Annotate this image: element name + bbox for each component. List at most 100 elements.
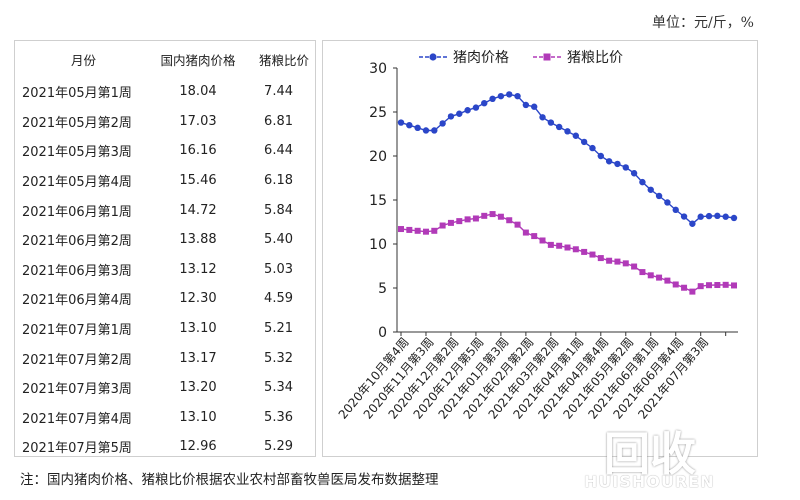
y-tick-label: 20 (369, 149, 387, 165)
table-row: 2021年05月第2周 17.03 6.81 (15, 107, 315, 137)
cell-period: 2021年06月第3周 (22, 263, 132, 279)
cell-hog-grain-ratio: 7.44 (264, 84, 293, 100)
series-point-1 (664, 277, 671, 284)
cell-pork-price: 12.30 (179, 291, 217, 307)
series-point-0 (597, 152, 604, 160)
cell-period: 2021年05月第4周 (22, 175, 132, 191)
table-row: 2021年05月第4周 15.46 6.18 (15, 166, 315, 196)
table-row: 2021年06月第2周 13.88 5.40 (15, 225, 315, 255)
header-hog-grain-ratio: 猪粮比价 (258, 52, 309, 68)
series-point-1 (622, 260, 629, 267)
y-tick-label: 15 (369, 193, 387, 209)
series-point-1 (689, 288, 696, 295)
series-point-1 (439, 222, 446, 229)
chart-svg: 0510152025302020年10月第4周2020年11月第3周2020年1… (336, 50, 738, 422)
cell-hog-grain-ratio: 6.81 (264, 113, 293, 129)
series-point-0 (522, 101, 530, 109)
series-point-1 (672, 281, 679, 288)
line-chart: 0 5 10 15 20 25 30 2020年10月第4周 2020年11月第3周 2020年1… (322, 40, 758, 457)
cell-pork-price: 15.46 (179, 173, 217, 189)
series-point-1 (522, 229, 529, 236)
table-row: 2021年07月第1周 13.10 5.21 (15, 314, 315, 344)
price-table: 月份 国内猪肉价格 猪粮比价 2021年05月第1周 18.04 7.44 2021年… (14, 40, 316, 457)
series-point-0 (481, 100, 488, 107)
series-point-1 (431, 227, 438, 234)
cell-period: 2021年07月第5周 (22, 441, 132, 457)
table-row: 2021年07月第5周 12.96 5.29 (15, 432, 315, 462)
cell-period: 2021年07月第1周 (22, 323, 132, 339)
series-point-1 (531, 233, 538, 240)
cell-period: 2021年06月第4周 (22, 293, 132, 309)
unit-label: 单位：元/斤，% (651, 15, 754, 31)
series-point-1 (681, 284, 688, 291)
cell-pork-price: 13.12 (179, 261, 217, 277)
series-point-1 (472, 215, 479, 222)
cell-pork-price: 17.03 (179, 113, 217, 129)
series-point-0 (422, 127, 430, 134)
series-point-1 (606, 257, 613, 264)
series-point-0 (414, 124, 421, 132)
series-point-0 (697, 213, 704, 220)
footnote: 注：国内猪肉价格、猪粮比价根据农业农村部畜牧兽医局发布数据整理 (20, 472, 439, 488)
series-point-0 (506, 91, 513, 98)
series-point-0 (680, 213, 688, 220)
series-point-1 (631, 263, 638, 270)
series-point-1 (422, 228, 429, 235)
cell-hog-grain-ratio: 5.34 (264, 380, 293, 396)
series-point-1 (497, 213, 504, 220)
series-point-0 (555, 123, 563, 131)
cell-pork-price: 14.72 (179, 202, 217, 218)
series-point-1 (697, 283, 704, 290)
series-point-1 (714, 282, 721, 289)
cell-hog-grain-ratio: 6.44 (264, 143, 293, 159)
series-point-0 (705, 212, 713, 220)
legend-marker-1 (543, 53, 551, 61)
series-point-0 (589, 144, 596, 152)
series-point-0 (647, 186, 654, 193)
header-pork-price: 国内猪肉价格 (160, 52, 236, 68)
cell-period: 2021年07月第2周 (22, 352, 132, 368)
header-period: 月份 (70, 52, 96, 68)
series-point-1 (639, 269, 646, 276)
table-row: 2021年05月第1周 18.04 7.44 (15, 77, 315, 107)
cell-period: 2021年07月第3周 (22, 382, 132, 398)
cell-hog-grain-ratio: 5.32 (264, 350, 293, 366)
cell-period: 2021年05月第1周 (22, 86, 132, 102)
series-point-0 (531, 103, 538, 110)
series-point-0 (489, 95, 496, 102)
series-point-0 (564, 128, 571, 135)
series-point-0 (456, 110, 463, 117)
series-point-1 (481, 212, 488, 219)
table-row: 2021年07月第2周 13.17 5.32 (15, 343, 315, 373)
series-point-1 (647, 272, 654, 279)
series-point-0 (672, 206, 679, 214)
legend-label-0: 猪肉价格 (453, 50, 509, 66)
cell-hog-grain-ratio: 5.36 (264, 409, 293, 425)
table-header-row: 月份 国内猪肉价格 猪粮比价 (15, 41, 315, 77)
series-point-0 (614, 160, 621, 168)
cell-pork-price: 13.20 (179, 380, 217, 396)
cell-pork-price: 13.17 (179, 350, 217, 366)
series-point-0 (622, 164, 629, 171)
series-point-0 (572, 132, 580, 139)
series-point-0 (539, 114, 546, 121)
cell-period: 2021年06月第2周 (22, 234, 132, 250)
cell-period: 2021年05月第3周 (22, 145, 132, 161)
series-point-0 (714, 212, 721, 220)
series-point-1 (398, 226, 404, 233)
series-point-0 (639, 178, 646, 186)
series-point-1 (597, 255, 604, 262)
series-point-1 (589, 251, 596, 258)
series-point-0 (514, 92, 521, 100)
table-row: 2021年06月第1周 14.72 5.84 (15, 195, 315, 225)
cell-period: 2021年06月第1周 (22, 204, 132, 220)
series-point-0 (497, 92, 505, 100)
cell-pork-price: 13.88 (179, 232, 217, 248)
series-point-1 (547, 241, 554, 248)
series-point-0 (580, 138, 588, 146)
series-point-1 (614, 258, 621, 265)
table-row: 2021年07月第3周 13.20 5.34 (15, 373, 315, 403)
cell-pork-price: 12.96 (179, 439, 217, 455)
series-point-1 (564, 244, 571, 251)
series-point-1 (414, 227, 421, 234)
